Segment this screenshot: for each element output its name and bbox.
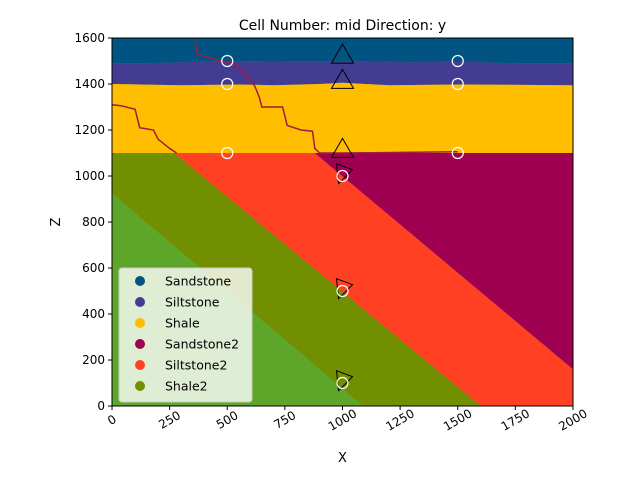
y-axis-title: Z xyxy=(49,217,64,226)
surface-point-0 xyxy=(221,54,234,68)
layer-sandstone xyxy=(112,38,573,64)
orientation-marker-0 xyxy=(330,43,355,64)
legend-swatch-shale2 xyxy=(135,381,145,391)
x-axis-title: X xyxy=(338,451,347,466)
orientation-marker-2 xyxy=(330,137,355,158)
y-tick-label: 1000 xyxy=(74,169,105,183)
legend-swatch-siltstone xyxy=(135,297,145,307)
legend-label-siltstone2: Siltstone2 xyxy=(165,358,227,373)
legend-label-shale: Shale xyxy=(165,316,200,331)
x-tick-label: 1750 xyxy=(499,406,532,433)
plot-area xyxy=(112,38,573,406)
legend-swatch-sandstone xyxy=(135,276,145,286)
y-tick-label: 1600 xyxy=(74,31,105,45)
legend-swatch-siltstone2 xyxy=(135,360,145,370)
x-tick-label: 0 xyxy=(105,412,119,428)
legend-label-sandstone: Sandstone xyxy=(165,274,231,289)
legend-label-siltstone: Siltstone xyxy=(165,295,220,310)
y-tick-label: 400 xyxy=(82,307,105,321)
y-tick-label: 200 xyxy=(82,353,105,367)
surface-point-2 xyxy=(221,77,234,91)
x-tick-label: 2000 xyxy=(556,406,589,433)
y-tick-label: 1200 xyxy=(74,123,105,137)
y-tick-label: 800 xyxy=(82,215,105,229)
surface-point-7 xyxy=(336,284,349,298)
fault-trace xyxy=(194,40,458,154)
layer-siltstone2 xyxy=(174,153,573,406)
legend-label-shale2: Shale2 xyxy=(165,379,208,394)
surface-point-1 xyxy=(451,54,464,68)
y-axis: 0 200 400 600 800 1000 1200 1400 1600 xyxy=(74,31,112,413)
legend-swatch-shale xyxy=(135,318,145,328)
x-tick-label: 500 xyxy=(214,408,241,432)
x-tick-label: 1000 xyxy=(326,406,359,433)
x-tick-label: 1500 xyxy=(441,406,474,433)
orientation-marker-1 xyxy=(330,68,355,89)
layer-shale2 xyxy=(112,153,481,406)
y-tick-label: 1400 xyxy=(74,77,105,91)
legend: Sandstone Siltstone Shale Sandstone2 Siltsto… xyxy=(118,267,253,403)
fault-trace-left xyxy=(112,103,177,154)
layer-shale xyxy=(112,82,573,153)
surface-point-8 xyxy=(336,376,349,390)
x-axis: 0 250 500 750 1000 1250 1500 1750 2000 xyxy=(105,406,590,434)
surface-point-5 xyxy=(451,146,464,160)
x-tick-label: 750 xyxy=(271,408,298,432)
surface-point-3 xyxy=(451,77,464,91)
layer-siltstone xyxy=(112,61,573,86)
legend-label-sandstone2: Sandstone2 xyxy=(165,337,239,352)
legend-box xyxy=(118,267,253,403)
x-tick-label: 250 xyxy=(156,408,183,432)
surface-point-4 xyxy=(221,146,234,160)
y-tick-label: 600 xyxy=(82,261,105,275)
legend-swatch-sandstone2 xyxy=(135,339,145,349)
layer-sandstone2 xyxy=(314,153,573,370)
markers-layer xyxy=(221,43,464,392)
chart-title: Cell Number: mid Direction: y xyxy=(239,18,446,34)
x-tick-label: 1250 xyxy=(383,406,416,433)
surface-point-6 xyxy=(336,169,349,183)
y-tick-label: 0 xyxy=(97,399,105,413)
